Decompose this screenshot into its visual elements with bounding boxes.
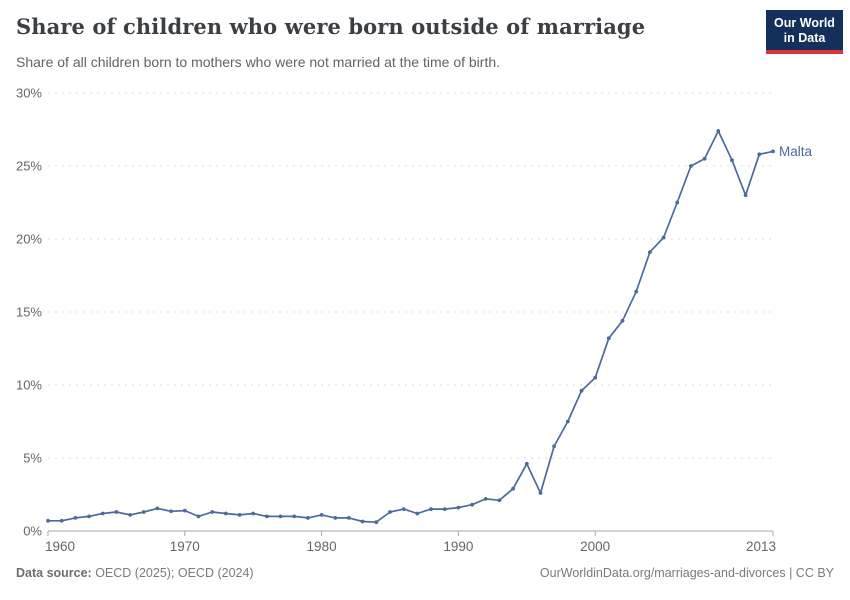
data-point (716, 129, 721, 133)
data-point (59, 518, 64, 523)
series-line (47, 130, 774, 524)
x-tick-label: 1980 (307, 539, 337, 554)
data-point (648, 250, 652, 255)
data-point (579, 388, 584, 393)
attribution-note: OurWorldinData.org/marriages-and-divorce… (539, 566, 834, 580)
data-source-note: Data source: OECD (2025); OECD (2024) (16, 566, 254, 580)
data-source-label: Data source: (16, 566, 92, 580)
data-point (538, 491, 543, 495)
data-point (46, 518, 50, 523)
data-point (319, 513, 324, 517)
x-tick-label: 2013 (746, 539, 776, 554)
data-point (306, 516, 310, 520)
data-point (606, 336, 611, 341)
data-point (196, 514, 201, 519)
data-point (251, 511, 256, 516)
y-tick-label: 10% (16, 378, 42, 393)
data-point (415, 511, 420, 516)
data-point (497, 498, 502, 503)
data-point (442, 507, 447, 511)
y-tick-label: 25% (16, 159, 42, 174)
data-point (456, 505, 461, 510)
data-point (730, 158, 734, 163)
data-point (100, 511, 105, 516)
chart-subtitle: Share of all children born to mothers wh… (16, 54, 501, 70)
data-point (155, 506, 160, 511)
data-point (128, 513, 133, 517)
data-point (771, 149, 775, 154)
data-point (524, 461, 529, 466)
y-tick-label: 15% (16, 305, 42, 320)
data-point (114, 510, 119, 514)
x-tick-label: 1970 (170, 539, 200, 554)
data-point (210, 510, 215, 514)
data-point (278, 514, 283, 519)
data-point (223, 511, 228, 516)
x-tick-label: 2000 (580, 539, 610, 554)
data-point (182, 508, 187, 513)
data-point (401, 507, 406, 511)
x-tick-label: 1990 (443, 539, 473, 554)
line-chart: 0% 5% 10% 15% 20% 25% 30% 1960 1970 1980 1990 2000 2… (16, 86, 813, 555)
data-point (552, 444, 556, 449)
x-tick-label: 1960 (45, 539, 75, 554)
data-point (388, 510, 392, 514)
chart-footer: Data source: OECD (2025); OECD (2024) Ou… (16, 566, 834, 580)
data-point (429, 507, 433, 511)
data-point (661, 235, 666, 240)
y-tick-label: 20% (16, 232, 42, 247)
data-point (702, 156, 707, 161)
data-point (237, 513, 242, 517)
owid-logo-line1: Our World (774, 16, 835, 30)
y-tick-label: 30% (16, 86, 42, 101)
owid-logo: Our World in Data (766, 10, 843, 54)
chart-title: Share of children who were born outside … (16, 14, 646, 39)
data-point (483, 497, 488, 501)
data-point (87, 514, 91, 519)
data-point (169, 509, 174, 514)
data-point (743, 193, 748, 198)
data-source-value: OECD (2025); OECD (2024) (91, 566, 254, 580)
data-point (73, 516, 78, 520)
data-point (374, 520, 379, 525)
data-point (141, 510, 146, 514)
data-point (689, 164, 693, 168)
series-end-label: Malta (779, 144, 813, 159)
data-point (634, 289, 639, 294)
data-point (333, 516, 338, 520)
data-point (265, 514, 269, 519)
y-tick-label: 0% (23, 524, 42, 539)
data-point (360, 519, 365, 524)
data-point (757, 152, 762, 157)
data-point (511, 486, 515, 491)
data-point (565, 419, 570, 424)
data-point (292, 514, 297, 519)
data-point (347, 516, 351, 520)
owid-logo-line2: in Data (783, 31, 826, 45)
data-point (593, 375, 598, 380)
data-point (470, 502, 474, 507)
data-point (620, 318, 625, 323)
data-point (675, 200, 680, 205)
y-tick-label: 5% (23, 451, 42, 466)
